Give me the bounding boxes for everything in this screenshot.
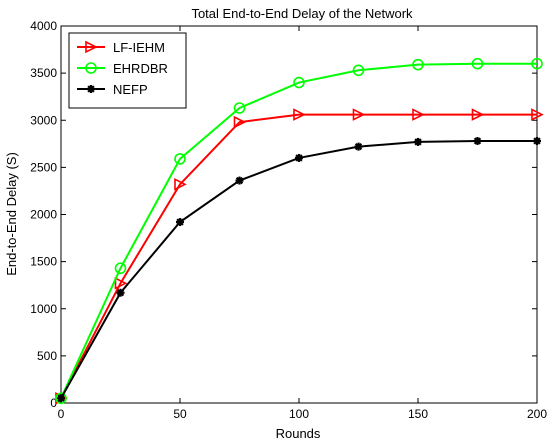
y-tick-label: 2000 (30, 208, 57, 222)
data-point-nefp (414, 137, 422, 146)
x-tick-label: 200 (527, 407, 547, 421)
series-line-ehrdbr (60, 62, 537, 399)
data-point-nefp (176, 218, 184, 227)
series-lf-iehm (55, 108, 544, 405)
data-point-ehrdbr (114, 262, 127, 275)
y-tick-label: 0 (50, 396, 57, 410)
data-point-nefp (354, 142, 363, 151)
x-tick-label: 50 (173, 407, 187, 421)
data-point-lf-iehm (114, 277, 128, 290)
data-point-lf-iehm (293, 108, 306, 121)
legend-entry-ehrdbr: EHRDBR (77, 61, 168, 76)
data-point-nefp (235, 176, 244, 185)
legend-entry-lf-iehm: LF-IEHM (77, 40, 165, 55)
data-point-lf-iehm (412, 108, 425, 121)
data-point-lf-iehm (471, 108, 485, 121)
data-point-lf-iehm (233, 115, 247, 129)
data-point-nefp (533, 136, 541, 145)
y-tick-label: 3500 (30, 66, 57, 80)
data-point-lf-iehm (531, 108, 544, 121)
y-axis-title: End-to-End Delay (S) (4, 152, 19, 276)
legend: LF-IEHM EHRDBR NEFP (68, 32, 187, 109)
legend-label-nefp: NEFP (113, 82, 148, 97)
y-tick-label: 3000 (30, 113, 57, 127)
y-tick-label: 1000 (30, 302, 57, 316)
data-point-ehrdbr (412, 58, 424, 71)
legend-marker-lf-iehm (85, 40, 98, 54)
data-point-nefp (57, 394, 65, 403)
x-axis-title: Rounds (276, 426, 321, 441)
series-line-lf-iehm (60, 113, 537, 399)
legend-marker-nefp (87, 85, 95, 93)
legend-label-ehrdbr: EHRDBR (113, 61, 168, 76)
series-nefp (57, 136, 541, 403)
legend-box (68, 32, 187, 109)
data-point-ehrdbr (471, 57, 484, 70)
data-point-lf-iehm (352, 108, 366, 121)
data-point-ehrdbr (233, 102, 246, 114)
data-point-lf-iehm (174, 178, 187, 191)
data-point-ehrdbr (352, 64, 365, 77)
data-point-nefp (295, 153, 303, 162)
data-point-ehrdbr (531, 57, 543, 70)
y-tick-label: 2500 (30, 160, 57, 174)
y-tick-label: 1500 (30, 255, 57, 269)
legend-label-lf-iehm: LF-IEHM (113, 40, 165, 55)
y-tick-label: 500 (37, 349, 57, 363)
legend-entry-nefp: NEFP (77, 82, 148, 97)
chart-title: Total End-to-End Delay of the Network (191, 6, 413, 21)
x-tick-label: 0 (58, 407, 65, 421)
data-point-ehrdbr (174, 153, 186, 165)
data-point-nefp (116, 288, 125, 297)
series-ehrdbr (55, 57, 543, 405)
x-tick-label: 100 (289, 407, 309, 421)
x-tick-label: 150 (408, 407, 428, 421)
data-point-ehrdbr (293, 76, 305, 89)
y-tick-label: 4000 (30, 19, 57, 33)
data-point-ehrdbr (55, 392, 67, 405)
legend-marker-ehrdbr (85, 62, 97, 74)
data-point-nefp (473, 136, 482, 145)
